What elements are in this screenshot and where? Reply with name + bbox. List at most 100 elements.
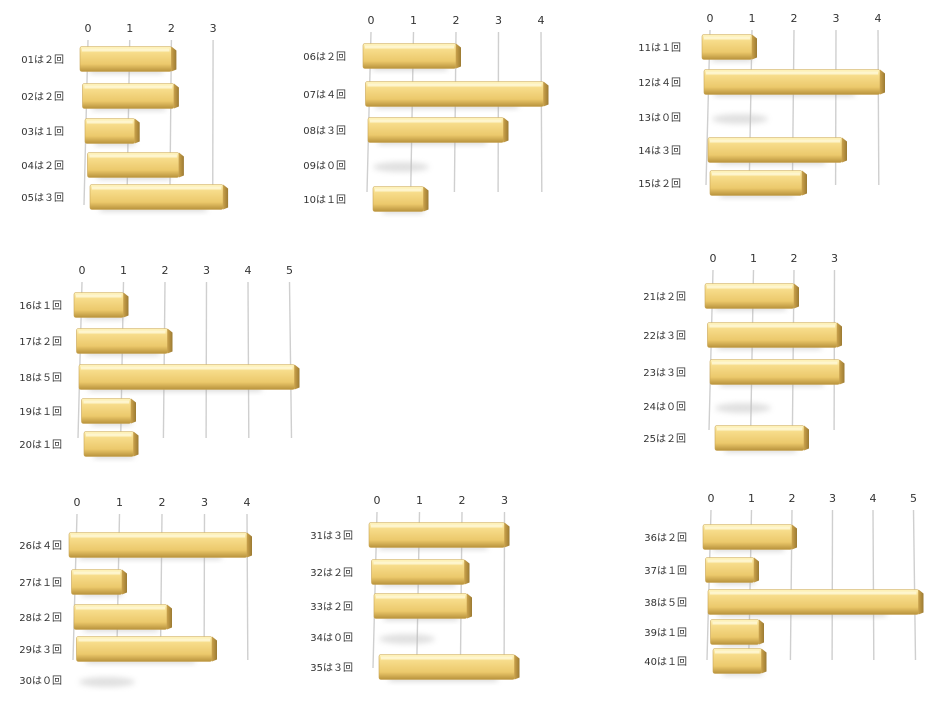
bar-end-cap [134, 118, 140, 144]
bar-end-cap [133, 431, 139, 457]
category-label: 28は２回 [19, 612, 62, 624]
bar-end-cap [918, 589, 924, 615]
bar-highlight [376, 595, 465, 599]
x-tick-label: 1 [748, 492, 755, 505]
bar-end-cap [167, 328, 173, 354]
category-label: 14は３回 [638, 145, 681, 157]
bar-end-cap [223, 184, 229, 210]
x-tick-label: 0 [368, 14, 375, 27]
chart-panel-7: 0 1 2 3 31は３回 32は２回 33は２回 34は０回 35は３回 [310, 494, 520, 682]
chart-panel-1: 0 1 2 3 01は２回 02は２回 03は１回 04は２回 05は３回 [21, 22, 229, 212]
category-label: 13は０回 [638, 112, 681, 124]
x-tick-label: 5 [910, 492, 917, 505]
chart-panel-2: 0 1 2 3 4 06は２回 07は４回 08は３回 09は０回 10は１回 [303, 14, 549, 214]
category-label: 33は２回 [310, 601, 353, 613]
gridline [540, 31, 543, 193]
x-tick-label: 0 [79, 264, 86, 277]
category-label: 04は２回 [21, 160, 64, 172]
x-tick-label: 2 [791, 12, 798, 25]
category-label: 19は１回 [19, 406, 62, 418]
bar-highlight [73, 571, 120, 575]
bar-end-cap [464, 559, 470, 585]
x-tick-label: 1 [410, 14, 417, 27]
category-label: 26は４回 [19, 540, 62, 552]
x-tick-label: 4 [245, 264, 252, 277]
bar-highlight [92, 186, 222, 190]
category-label: 30は０回 [19, 675, 62, 687]
bar-end-cap [173, 83, 179, 109]
bar-shadow [379, 634, 435, 644]
category-label: 10は１回 [303, 194, 346, 206]
x-tick-label: 2 [453, 14, 460, 27]
bar-end-cap [467, 593, 472, 619]
category-label: 25は２回 [643, 433, 686, 445]
chart-panel-5: 0 1 2 3 21は２回 22は３回 23は３回 24は０回 25は２回 [643, 252, 845, 453]
bar-highlight [71, 534, 245, 538]
bar-end-cap [503, 117, 509, 143]
bar-end-cap [839, 359, 845, 385]
category-label: 15は２回 [638, 178, 681, 190]
category-label: 34は０回 [310, 632, 353, 644]
x-tick-label: 2 [159, 496, 166, 509]
bar-highlight [706, 71, 878, 75]
bar-highlight [83, 400, 129, 404]
bar-highlight [82, 48, 170, 52]
bar-shadow [715, 403, 771, 413]
x-tick-label: 3 [210, 22, 217, 35]
bar-highlight [84, 85, 172, 89]
bar-highlight [712, 361, 838, 365]
bar-end-cap [504, 522, 510, 548]
category-label: 35は３回 [310, 662, 353, 674]
chart-panel-3: 0 1 2 3 4 11は１回 12は４回 13は０回 14は３回 15は２回 [638, 12, 885, 198]
x-tick-label: 4 [244, 496, 251, 509]
category-label: 08は３回 [303, 125, 346, 137]
x-tick-label: 4 [538, 14, 545, 27]
x-tick-label: 5 [286, 264, 293, 277]
chart-panel-6: 0 1 2 3 4 26は４回 27は１回 28は２回 29は３回 30は０回 [19, 496, 252, 687]
x-tick-label: 0 [374, 494, 381, 507]
category-label: 29は３回 [19, 644, 62, 656]
category-label: 22は３回 [643, 330, 686, 342]
category-label: 09は０回 [303, 160, 346, 172]
bar-end-cap [294, 364, 300, 390]
x-tick-label: 1 [749, 12, 756, 25]
category-label: 23は３回 [643, 367, 686, 379]
category-label: 18は５回 [19, 372, 62, 384]
bar-end-cap [792, 524, 797, 550]
x-tick-label: 3 [201, 496, 208, 509]
bar-highlight [373, 561, 463, 565]
category-label: 24は０回 [643, 401, 686, 413]
gridline [872, 509, 875, 661]
bar-shadow [79, 677, 135, 687]
bar-end-cap [754, 557, 759, 583]
category-label: 37は１回 [644, 565, 687, 577]
bar-highlight [710, 139, 840, 143]
bar-highlight [86, 433, 132, 437]
x-tick-label: 2 [162, 264, 169, 277]
bar-end-cap [761, 648, 767, 674]
bar-highlight [367, 83, 542, 87]
x-tick-label: 1 [750, 252, 757, 265]
bar-end-cap [167, 604, 172, 630]
gridline [288, 281, 293, 439]
category-label: 32は２回 [310, 567, 353, 579]
bar-highlight [705, 526, 790, 530]
bar-highlight [704, 36, 750, 40]
bar-shadow [712, 114, 768, 124]
bar-end-cap [842, 137, 847, 163]
x-tick-label: 2 [168, 22, 175, 35]
x-tick-label: 0 [74, 496, 81, 509]
x-tick-label: 4 [875, 12, 882, 25]
bar-end-cap [752, 34, 757, 60]
x-tick-label: 1 [120, 264, 127, 277]
category-label: 03は１回 [21, 126, 64, 138]
category-label: 06は２回 [303, 51, 346, 63]
bar-end-cap [122, 569, 127, 595]
bar-end-cap [880, 69, 885, 95]
gridline [247, 281, 250, 439]
x-tick-label: 0 [710, 252, 717, 265]
bar-highlight [710, 591, 917, 595]
category-label: 17は２回 [19, 336, 62, 348]
category-label: 16は１回 [19, 300, 62, 312]
x-tick-label: 2 [459, 494, 466, 507]
